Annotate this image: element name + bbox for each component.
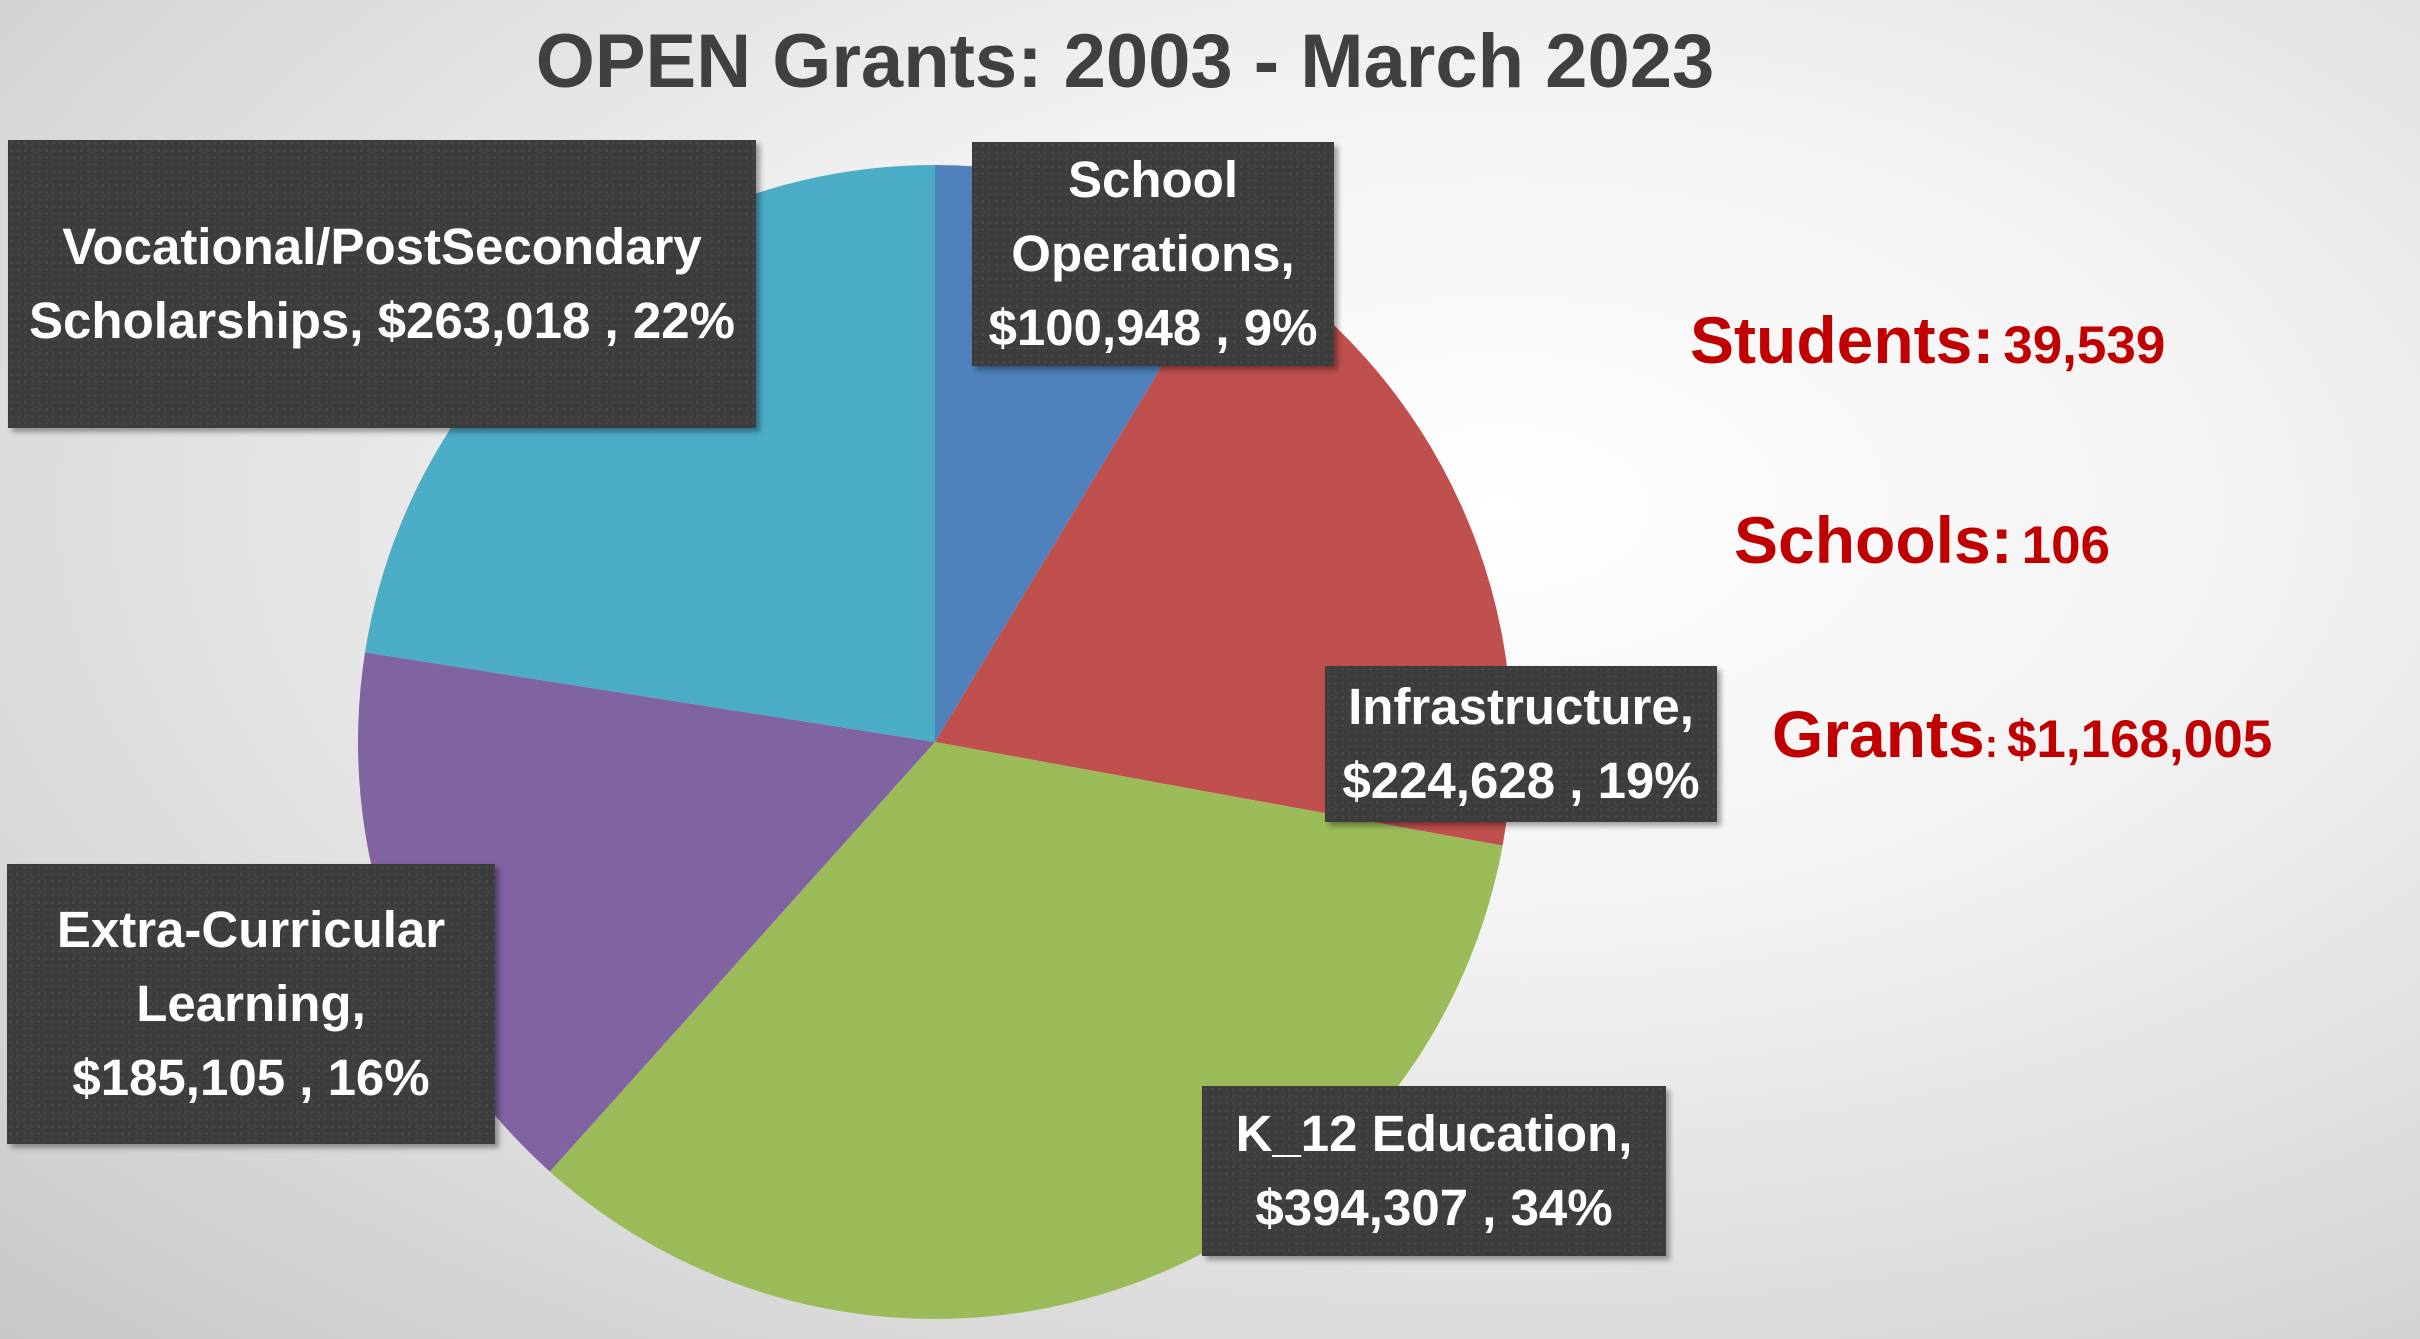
stat-grants: Grants: $1,168,005 <box>1772 696 2272 772</box>
label-line: $185,105 , 16% <box>72 1049 430 1106</box>
label-line: Learning, <box>136 975 366 1032</box>
stat-schools: Schools: 106 <box>1734 502 2110 578</box>
label-line: Scholarships, $263,018 , 22% <box>29 292 735 349</box>
slice-label-school-operations: School Operations, $100,948 , 9% <box>972 142 1334 366</box>
slice-label-vocational-scholarships: Vocational/PostSecondary Scholarships, $… <box>8 140 756 428</box>
slice-label-extra-curricular: Extra-Curricular Learning, $185,105 , 16… <box>7 864 495 1144</box>
pie-slice-extra-curricular-learning <box>358 652 936 1172</box>
stat-key: Schools: <box>1734 503 2013 577</box>
label-line: K_12 Education, <box>1235 1105 1633 1162</box>
stat-separator: : <box>1984 722 1999 766</box>
stat-value: $1,168,005 <box>2006 710 2273 769</box>
slice-label-infrastructure: Infrastructure, $224,628 , 19% <box>1325 666 1717 822</box>
stat-value: 106 <box>2021 516 2111 575</box>
slice-label-k12-education: K_12 Education, $394,307 , 34% <box>1202 1086 1666 1256</box>
stat-students: Students: 39,539 <box>1690 302 2165 378</box>
label-line: Infrastructure, <box>1348 678 1694 735</box>
label-line: School <box>1067 151 1238 208</box>
stat-key: Students: <box>1690 303 1995 377</box>
stat-value: 39,539 <box>2003 316 2166 375</box>
label-line: $394,307 , 34% <box>1255 1179 1613 1236</box>
label-line: Operations, <box>1011 225 1295 282</box>
pie-slice-vocational-postsecondary-scholarships <box>365 165 935 742</box>
label-line: $100,948 , 9% <box>988 299 1318 356</box>
stat-key: Grants <box>1772 697 1985 771</box>
label-line: Extra-Curricular <box>56 901 446 958</box>
label-line: $224,628 , 19% <box>1342 752 1700 809</box>
label-line: Vocational/PostSecondary <box>62 218 702 275</box>
chart-title: OPEN Grants: 2003 - March 2023 <box>535 19 1715 104</box>
